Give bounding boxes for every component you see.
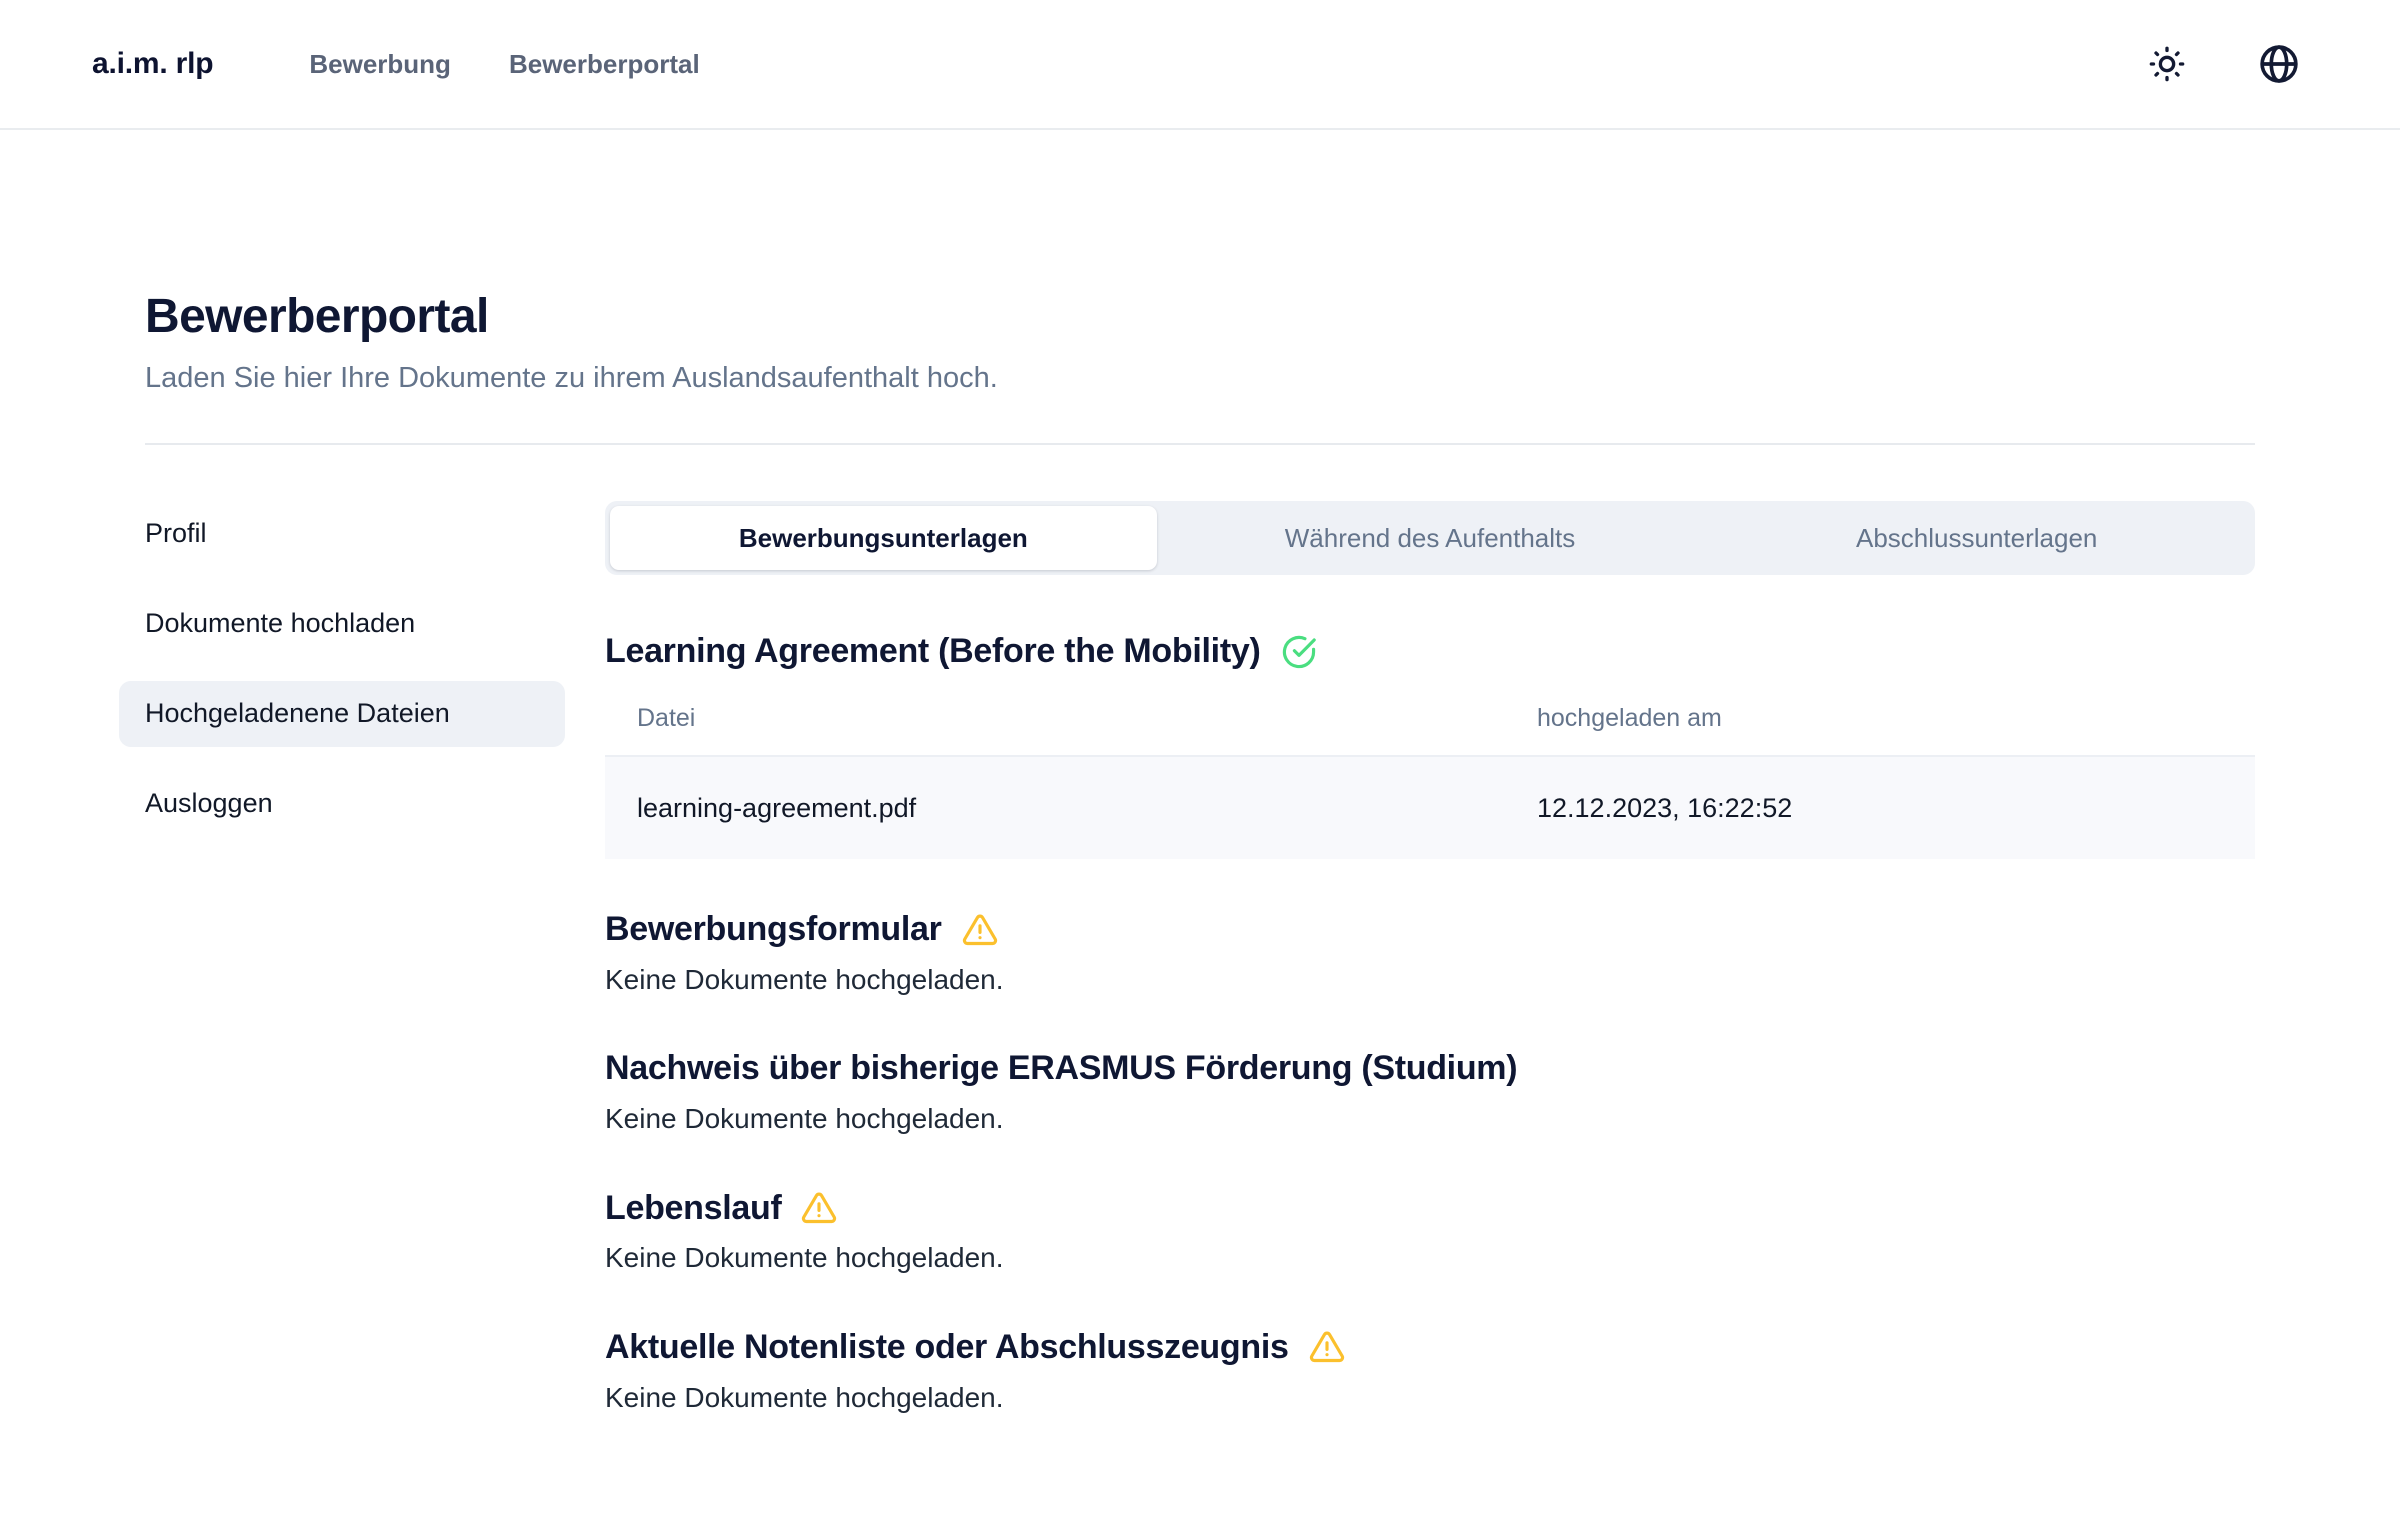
page-subtitle: Laden Sie hier Ihre Dokumente zu ihrem A… (145, 361, 998, 394)
document-section: Lebenslauf Keine Dokumente hochgeladen. (605, 1188, 2255, 1277)
sidebar: Profil Dokumente hochladen Hochgeladenen… (119, 501, 605, 842)
document-section-title: Bewerbungsformular (605, 910, 942, 949)
check-circle-icon (1280, 633, 1318, 671)
warning-triangle-icon (962, 912, 998, 948)
sidebar-item-ausloggen[interactable]: Ausloggen (145, 787, 273, 818)
globe-icon[interactable] (2256, 41, 2302, 87)
sidebar-item-profil[interactable]: Profil (145, 518, 207, 549)
document-section-title: Lebenslauf (605, 1188, 782, 1227)
table-header-row: Datei hochgeladen am (605, 694, 2255, 755)
tab-waehrend-des-aufenthalts[interactable]: Während des Aufenthalts (1284, 522, 1576, 553)
document-section-header: Aktuelle Notenliste oder Abschlusszeugni… (605, 1327, 2255, 1368)
column-header-datei: Datei (637, 704, 696, 733)
header-divider (145, 443, 2255, 446)
cell-file-name: learning-agreement.pdf (637, 792, 917, 823)
document-section-title: Aktuelle Notenliste oder Abschlusszeugni… (605, 1327, 1289, 1366)
page-container: Bewerberportal Laden Sie hier Ihre Dokum… (0, 130, 2400, 1416)
document-section-header: Learning Agreement (Before the Mobility) (605, 631, 2255, 672)
empty-state-text: Keine Dokumente hochgeladen. (605, 1381, 1004, 1413)
document-section: Bewerbungsformular Keine Dokumente hochg… (605, 909, 2255, 998)
nav-link-bewerbung[interactable]: Bewerbung (309, 48, 451, 79)
document-section-title: Learning Agreement (Before the Mobility) (605, 632, 1261, 671)
warning-triangle-icon (801, 1190, 837, 1226)
top-navigation-bar: a.i.m. rlp Bewerbung Bewerberportal (0, 0, 2400, 130)
document-section-title: Nachweis über bisherige ERASMUS Förderun… (605, 1049, 1518, 1088)
primary-nav: Bewerbung Bewerberportal (309, 49, 699, 80)
brand-logo[interactable]: a.i.m. rlp (92, 47, 214, 80)
sidebar-item-hochgeladenene-dateien[interactable]: Hochgeladenene Dateien (119, 680, 565, 747)
sun-icon[interactable] (2144, 41, 2190, 87)
table-row[interactable]: learning-agreement.pdf 12.12.2023, 16:22… (605, 755, 2255, 860)
page-header: Bewerberportal Laden Sie hier Ihre Dokum… (145, 130, 2255, 397)
uploaded-files-table: Datei hochgeladen am learning-agreement.… (605, 694, 2255, 860)
topbar-actions (2144, 41, 2340, 87)
document-section: Learning Agreement (Before the Mobility)… (605, 631, 2255, 860)
document-section-header: Bewerbungsformular (605, 909, 2255, 950)
tab-abschlussunterlagen[interactable]: Abschlussunterlagen (1855, 522, 2098, 553)
cell-uploaded-at: 12.12.2023, 16:22:52 (1537, 792, 1793, 823)
tab-bewerbungsunterlagen[interactable]: Bewerbungsunterlagen (610, 506, 1157, 571)
document-section-header: Nachweis über bisherige ERASMUS Förderun… (605, 1048, 2255, 1089)
document-section-header: Lebenslauf (605, 1188, 2255, 1229)
page-title: Bewerberportal (145, 290, 489, 343)
nav-link-bewerberportal[interactable]: Bewerberportal (508, 48, 700, 79)
column-header-hochgeladen-am: hochgeladen am (1537, 704, 1722, 733)
empty-state-text: Keine Dokumente hochgeladen. (605, 1242, 1004, 1274)
document-section: Aktuelle Notenliste oder Abschlusszeugni… (605, 1327, 2255, 1416)
content-area: Bewerbungsunterlagen Während des Aufenth… (605, 501, 2255, 1416)
tab-bar: Bewerbungsunterlagen Während des Aufenth… (605, 501, 2255, 576)
document-section: Nachweis über bisherige ERASMUS Förderun… (605, 1048, 2255, 1137)
page-body: Profil Dokumente hochladen Hochgeladenen… (119, 445, 2255, 1416)
empty-state-text: Keine Dokumente hochgeladen. (605, 1103, 1004, 1135)
sidebar-item-dokumente-hochladen[interactable]: Dokumente hochladen (145, 608, 416, 639)
empty-state-text: Keine Dokumente hochgeladen. (605, 964, 1004, 996)
warning-triangle-icon (1309, 1329, 1345, 1365)
